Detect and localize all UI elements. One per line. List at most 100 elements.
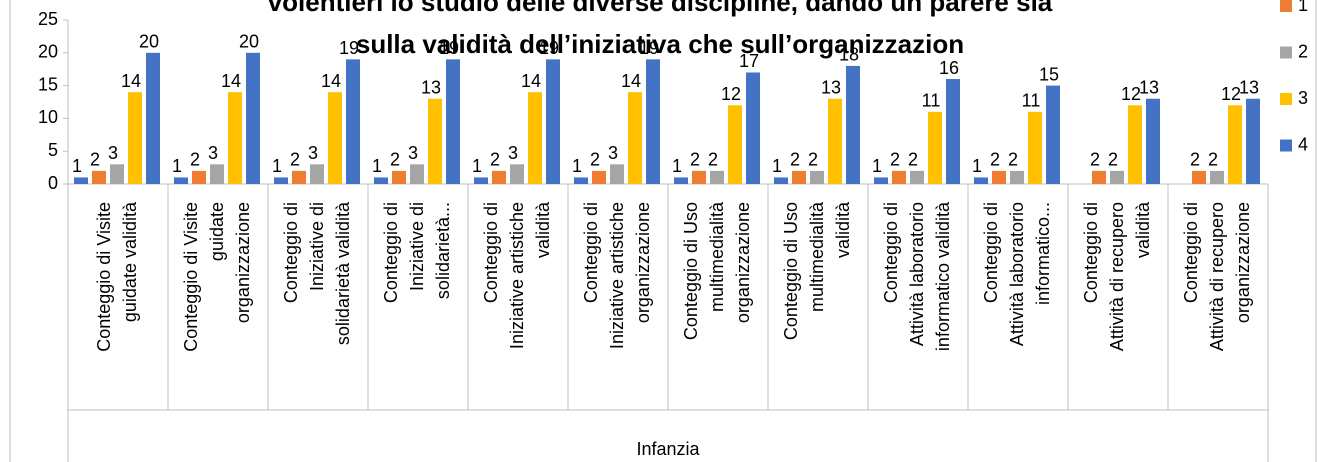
- bar: [546, 59, 560, 184]
- bar: [974, 177, 988, 184]
- bar: [628, 92, 642, 184]
- data-label: 14: [221, 71, 241, 91]
- bar: [246, 52, 260, 184]
- data-label: 3: [308, 143, 318, 163]
- data-label: 1: [372, 156, 382, 176]
- x-tick-label: validità: [833, 201, 853, 258]
- y-tick-label: 0: [48, 173, 58, 193]
- data-label: 14: [121, 71, 141, 91]
- data-label: 1: [472, 156, 482, 176]
- data-label: 2: [1190, 150, 1200, 170]
- data-label: 14: [321, 71, 341, 91]
- data-label: 2: [490, 150, 500, 170]
- bar: [810, 170, 824, 184]
- data-label: 3: [608, 143, 618, 163]
- data-label: 2: [590, 150, 600, 170]
- bar: [1228, 105, 1242, 184]
- data-label: 1: [672, 156, 682, 176]
- x-tick-label: Conteggio di: [381, 202, 401, 303]
- bar: [1028, 111, 1042, 184]
- bar: [1046, 85, 1060, 184]
- x-tick-label: guidate validità: [120, 201, 140, 322]
- data-label: 2: [890, 150, 900, 170]
- data-label: 19: [539, 38, 559, 58]
- bar: [528, 92, 542, 184]
- bar: [74, 177, 88, 184]
- x-tick-label: Attività laboratorio: [1007, 202, 1027, 346]
- x-tick-label: Conteggio di Uso: [681, 202, 701, 340]
- data-label: 1: [572, 156, 582, 176]
- x-tick-label: Attività di recupero: [1107, 202, 1127, 351]
- data-label: 2: [990, 150, 1000, 170]
- bar: [210, 164, 224, 184]
- legend-label: 4: [1298, 134, 1308, 154]
- x-tick-label: organizzazione: [733, 202, 753, 323]
- data-label: 17: [739, 51, 759, 71]
- x-tick-label: solidarietà validità: [333, 201, 353, 345]
- data-label: 12: [721, 84, 741, 104]
- legend-label: 3: [1298, 88, 1308, 108]
- bar: [310, 164, 324, 184]
- x-tick-label: Attività laboratorio: [907, 202, 927, 346]
- data-label: 19: [439, 38, 459, 58]
- data-label: 2: [290, 150, 300, 170]
- bar: [746, 72, 760, 184]
- bar: [1128, 105, 1142, 184]
- data-label: 2: [708, 150, 718, 170]
- data-label: 13: [421, 77, 441, 97]
- x-tick-label: Conteggio di: [881, 202, 901, 303]
- bar: [910, 170, 924, 184]
- data-label: 3: [108, 143, 118, 163]
- x-tick-label: Attività di recupero: [1207, 202, 1227, 351]
- bar: [1110, 170, 1124, 184]
- bar: [592, 170, 606, 184]
- bar: [892, 170, 906, 184]
- bar: [510, 164, 524, 184]
- data-label: 11: [922, 91, 941, 111]
- bar: [446, 59, 460, 184]
- data-label: 13: [1239, 77, 1259, 97]
- legend-swatch: [1280, 93, 1292, 105]
- bar: [128, 92, 142, 184]
- data-label: 14: [521, 71, 541, 91]
- bar: [574, 177, 588, 184]
- legend-label: 2: [1298, 41, 1308, 61]
- bar: [674, 177, 688, 184]
- bar: [692, 170, 706, 184]
- data-label: 1: [872, 156, 882, 176]
- data-label: 13: [821, 77, 841, 97]
- x-tick-label: Conteggio di: [581, 202, 601, 303]
- data-label: 1: [72, 156, 82, 176]
- data-label: 15: [1039, 64, 1059, 84]
- data-label: 2: [390, 150, 400, 170]
- y-tick-label: 5: [48, 140, 58, 160]
- x-tick-label: Conteggio di: [281, 202, 301, 303]
- x-tick-label: validità: [1133, 201, 1153, 258]
- data-label: 3: [408, 143, 418, 163]
- data-label: 19: [339, 38, 359, 58]
- x-tick-label: multimedialità: [707, 201, 727, 312]
- x-tick-label: Conteggio di: [481, 202, 501, 303]
- x-tick-label: organizzazione: [233, 202, 253, 323]
- bar: [228, 92, 242, 184]
- bar: [292, 170, 306, 184]
- x-tick-label: Iniziative di: [407, 202, 427, 291]
- x-tick-label: Conteggio di Uso: [781, 202, 801, 340]
- bar: [174, 177, 188, 184]
- y-tick-label: 10: [38, 107, 58, 127]
- bar: [410, 164, 424, 184]
- data-label: 1: [172, 156, 182, 176]
- x-tick-label: informatico...: [1033, 202, 1053, 305]
- data-label: 14: [621, 71, 641, 91]
- bar: [146, 52, 160, 184]
- bar: [328, 92, 342, 184]
- y-tick-label: 15: [38, 74, 58, 94]
- data-label: 16: [939, 58, 959, 78]
- bar: [392, 170, 406, 184]
- bar: [492, 170, 506, 184]
- x-tick-label: organizzazione: [1233, 202, 1253, 323]
- data-label: 12: [1221, 84, 1241, 104]
- x-tick-label: solidarietà...: [433, 202, 453, 299]
- data-label: 20: [139, 32, 159, 52]
